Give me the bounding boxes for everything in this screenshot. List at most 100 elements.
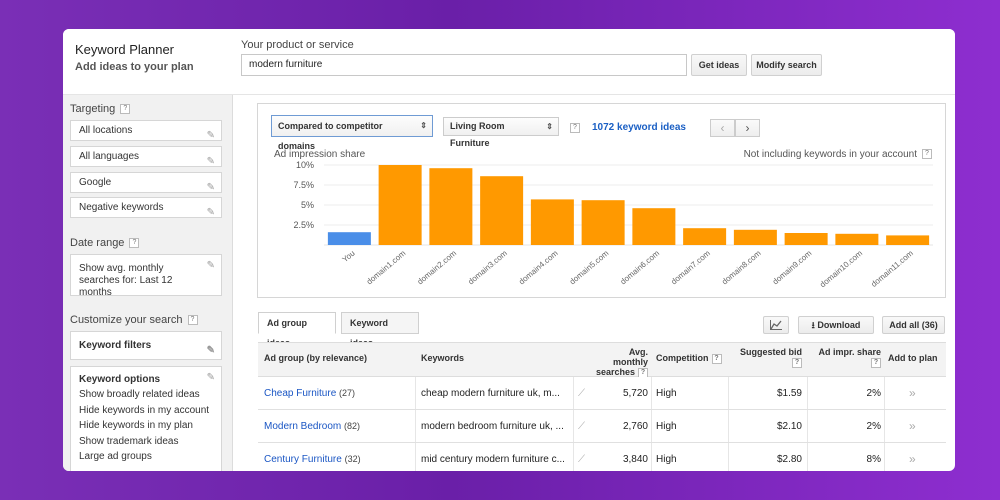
trend-chart-icon[interactable]: ⟋ [578, 421, 585, 432]
add-to-plan-arrow-icon[interactable]: » [909, 386, 916, 400]
pencil-icon[interactable]: ✎ [206, 372, 215, 383]
compare-dropdown[interactable]: Compared to competitor domains ⇕ [271, 115, 433, 151]
help-icon[interactable]: ? [922, 149, 932, 160]
updown-caret-icon: ⇕ [546, 122, 553, 131]
trend-chart-icon[interactable]: ⟋ [578, 388, 585, 399]
competition-cell: High [656, 421, 677, 432]
pencil-icon[interactable]: ✎ [206, 207, 215, 218]
targeting-section: Targeting? [70, 103, 131, 115]
chevron-left-icon[interactable]: ‹ [710, 119, 735, 137]
help-icon[interactable]: ? [711, 353, 722, 364]
modify-search-button[interactable]: Modify search [751, 54, 822, 76]
ad-group-count: (27) [339, 388, 356, 398]
help-icon[interactable]: ? [792, 357, 802, 368]
targeting-languages[interactable]: All languages ✎ [70, 146, 222, 167]
customize-section: Customize your search? [70, 314, 198, 326]
updown-caret-icon: ⇕ [420, 121, 427, 130]
x-tick-label: domain7.com [669, 248, 712, 286]
table-row[interactable]: Modern Bedroom (82) modern bedroom furni… [258, 410, 946, 443]
chart-bar [378, 165, 422, 245]
chart-bar [886, 235, 930, 245]
divider [573, 443, 574, 471]
tab-ad-group-ideas[interactable]: Ad group ideas [258, 312, 336, 348]
y-tick-label: 10% [296, 160, 314, 170]
download-button[interactable]: ⭳ Download [798, 316, 874, 334]
col-bid[interactable]: Suggested bid ? [734, 347, 802, 368]
col-impr[interactable]: Ad impr. share ? [813, 347, 881, 368]
add-all-button[interactable]: Add all (36) [882, 316, 945, 334]
product-input[interactable]: modern furniture [241, 54, 687, 76]
help-icon[interactable]: ? [187, 315, 198, 326]
chevron-right-icon[interactable]: › [735, 119, 760, 137]
get-ideas-button[interactable]: Get ideas [691, 54, 747, 76]
pencil-icon[interactable]: ✎ [206, 130, 215, 141]
divider [573, 377, 574, 409]
trend-chart-icon[interactable]: ⟋ [578, 454, 585, 465]
main-content: Compared to competitor domains ⇕ Living … [241, 95, 955, 471]
pencil-icon[interactable]: ✎ [206, 260, 215, 271]
col-ad-group[interactable]: Ad group (by relevance) [264, 353, 368, 363]
ad-group-cell[interactable]: Cheap Furniture (27) [264, 377, 414, 410]
ad-group-link[interactable]: Century Furniture [264, 454, 342, 465]
x-tick-label: domain5.com [568, 248, 611, 286]
chart-icon[interactable] [763, 316, 789, 334]
pencil-icon[interactable]: ✎ [206, 156, 215, 167]
pencil-icon[interactable]: ✎ [206, 182, 215, 193]
help-icon[interactable]: ? [570, 123, 580, 133]
help-icon[interactable]: ? [871, 357, 881, 368]
add-to-plan-arrow-icon[interactable]: » [909, 419, 916, 433]
header: Keyword Planner Add ideas to your plan Y… [63, 29, 955, 95]
divider [728, 443, 729, 471]
app-title: Keyword Planner [75, 42, 174, 57]
targeting-negative-label: Negative keywords [79, 202, 164, 213]
impression-share-chart: 10%7.5%5%2.5%You domain1.com domain2.com do… [293, 160, 933, 289]
impr-cell: 2% [866, 388, 881, 399]
sidebar: Targeting? All locations ✎ All languages… [63, 95, 233, 471]
chart-bar [632, 208, 676, 245]
help-icon[interactable]: ? [129, 238, 140, 249]
date-range-box[interactable]: Show avg. monthly searches for: Last 12 … [70, 254, 222, 298]
help-icon[interactable]: ? [120, 104, 131, 115]
keyword-options-title: Keyword options [79, 374, 161, 385]
category-dropdown-label: Living Room Furniture [450, 121, 505, 148]
keyword-options-box[interactable]: Keyword options Show broadly related ide… [70, 366, 222, 471]
col-keywords[interactable]: Keywords [421, 353, 465, 363]
ad-group-link[interactable]: Modern Bedroom [264, 421, 342, 432]
table-row[interactable]: Cheap Furniture (27) cheap modern furnit… [258, 377, 946, 410]
col-impr-text: Ad impr. share [818, 347, 881, 357]
targeting-negative-keywords[interactable]: Negative keywords ✎ [70, 197, 222, 218]
ad-group-cell[interactable]: Modern Bedroom (82) [264, 410, 414, 443]
targeting-locations[interactable]: All locations ✎ [70, 120, 222, 141]
keywords-cell: mid century modern furniture c... [421, 454, 565, 465]
keywords-cell: modern bedroom furniture uk, ... [421, 421, 564, 432]
divider [884, 377, 885, 409]
add-to-plan-arrow-icon[interactable]: » [909, 452, 916, 466]
date-range-value: Show avg. monthly searches for: Last 12 … [79, 263, 173, 298]
divider [728, 410, 729, 442]
app-subtitle: Add ideas to your plan [75, 61, 194, 73]
customize-title: Customize your search [70, 314, 183, 326]
ad-group-cell[interactable]: Century Furniture (32) [264, 443, 414, 471]
pencil-icon[interactable]: ✎ [206, 345, 215, 356]
x-tick-label: domain1.com [365, 248, 408, 286]
keyword-option: Hide keywords in my plan [79, 420, 193, 432]
x-tick-label: domain9.com [771, 248, 814, 286]
keyword-filters-box[interactable]: Keyword filters ✎ [70, 331, 222, 360]
ad-group-link[interactable]: Cheap Furniture [264, 388, 337, 399]
keyword-option: Large ad groups [79, 451, 152, 463]
col-searches[interactable]: Avg. monthly searches? [592, 347, 648, 378]
tab-keyword-ideas[interactable]: Keyword ideas [341, 312, 419, 348]
x-tick-label: domain6.com [619, 248, 662, 286]
table-row[interactable]: Century Furniture (32) mid century moder… [258, 443, 946, 471]
col-impr-help: ? [813, 357, 881, 368]
col-competition[interactable]: Competition? [656, 353, 722, 364]
category-dropdown[interactable]: Living Room Furniture ⇕ [443, 117, 559, 148]
targeting-title: Targeting [70, 103, 116, 115]
chart-bar [683, 228, 727, 245]
targeting-network[interactable]: Google ✎ [70, 172, 222, 193]
y-tick-label: 2.5% [293, 220, 314, 230]
searches-cell: 3,840 [622, 454, 648, 465]
divider [884, 443, 885, 471]
col-searches-line1: Avg. monthly [613, 347, 648, 367]
chart-bar [581, 200, 625, 245]
